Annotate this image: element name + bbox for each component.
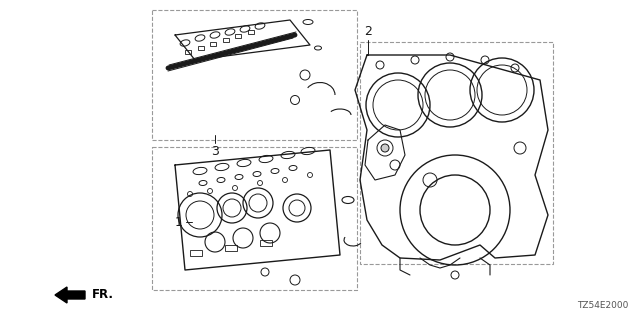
- Bar: [185, 50, 191, 54]
- Bar: [360, 42, 553, 264]
- Text: 3: 3: [211, 145, 219, 158]
- Bar: [198, 46, 204, 50]
- Text: 1: 1: [175, 215, 183, 228]
- Bar: [190, 250, 202, 256]
- Bar: [223, 38, 228, 42]
- Text: FR.: FR.: [92, 289, 114, 301]
- Text: TZ54E2000: TZ54E2000: [577, 301, 628, 310]
- FancyArrow shape: [55, 287, 85, 303]
- Text: 2: 2: [364, 25, 372, 38]
- Bar: [152, 147, 357, 290]
- Bar: [260, 240, 272, 246]
- Bar: [248, 30, 253, 34]
- Bar: [210, 42, 216, 46]
- Circle shape: [381, 144, 389, 152]
- Bar: [225, 245, 237, 251]
- Bar: [235, 34, 241, 38]
- Bar: [152, 10, 357, 140]
